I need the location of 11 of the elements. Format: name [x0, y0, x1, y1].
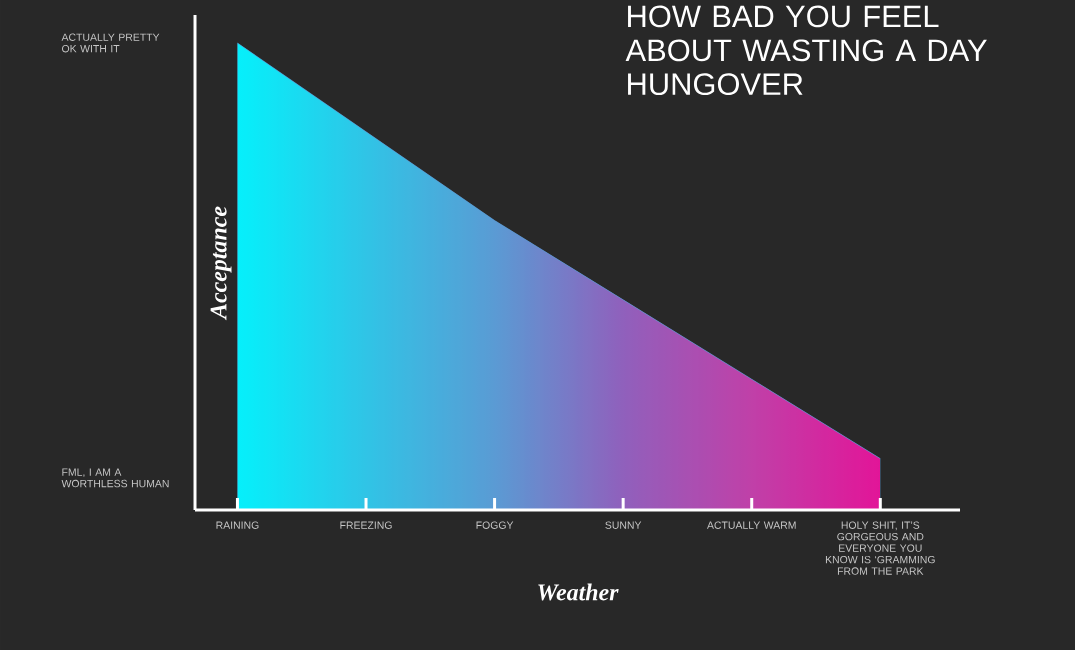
- text: ACTUALLY PRETTY OK WITH IT: [61, 33, 160, 53]
- x-tick-label: FOGGY: [476, 521, 514, 529]
- x-tick-label: HOLY SHIT, IT’S GORGEOUS AND EVERYONE YOU KNOW IS ‘GRAMMING FROM THE PARK: [825, 521, 935, 575]
- x-tick-label: ACTUALLY WARM: [706, 521, 796, 529]
- x-axis-title: Weather: [538, 583, 619, 601]
- x-tick-label: SUNNY: [605, 521, 642, 529]
- y-axis-title: Acceptance: [210, 206, 232, 321]
- x-tick-label: FREEZING: [340, 521, 392, 529]
- text: FML, I AM A WORTHLESS HUMAN: [61, 468, 169, 488]
- x-tick-label: RAINING: [216, 521, 259, 529]
- chart-title: HOW BAD YOU FEEL ABOUT WASTING A DAY HUNGOVER: [625, 5, 987, 96]
